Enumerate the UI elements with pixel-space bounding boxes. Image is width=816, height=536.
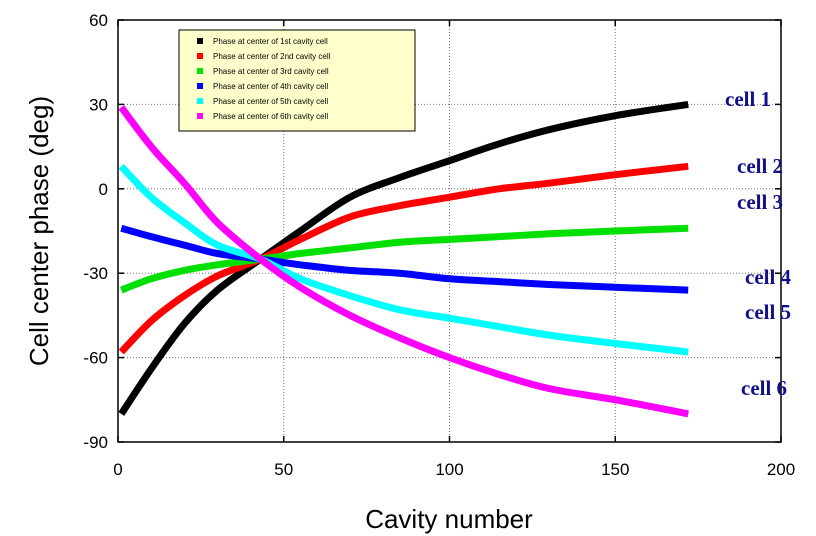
cell-label-6: cell 6 xyxy=(741,376,787,400)
cell-label-3: cell 3 xyxy=(737,190,783,214)
legend-entry-1: Phase at center of 1st cavity cell xyxy=(213,37,328,46)
legend: Phase at center of 1st cavity cell Phase … xyxy=(178,29,416,132)
legend-swatch-6 xyxy=(197,113,203,119)
x-tick-label: 50 xyxy=(274,460,293,479)
series-line-3 xyxy=(120,224,689,294)
series-line-5 xyxy=(118,163,689,356)
cell-label-1: cell 1 xyxy=(725,87,771,111)
y-tick-label: 30 xyxy=(89,95,108,114)
legend-entry-4: Phase at center of 4th cavity cell xyxy=(213,82,328,91)
x-tick-label: 150 xyxy=(601,460,629,479)
x-tick-label: 100 xyxy=(435,460,463,479)
tick-layer: 0 50 100 150 200 -90 -60 -30 0 30 60 xyxy=(83,11,795,479)
y-tick-label: -30 xyxy=(83,264,108,283)
cell-label-4: cell 4 xyxy=(745,265,792,289)
series-layer xyxy=(118,100,689,418)
legend-swatch-4 xyxy=(197,83,203,89)
x-tick-label: 0 xyxy=(113,460,122,479)
cell-label-5: cell 5 xyxy=(745,300,791,324)
y-axis-title: Cell center phase (deg) xyxy=(24,96,54,366)
legend-box xyxy=(178,29,416,132)
y-tick-label: 60 xyxy=(89,11,108,30)
legend-swatch-3 xyxy=(197,68,203,74)
legend-entry-2: Phase at center of 2nd cavity cell xyxy=(213,52,331,61)
legend-swatch-5 xyxy=(197,98,203,104)
series-line-1 xyxy=(118,100,689,416)
legend-entry-6: Phase at center of 6th cavity cell xyxy=(213,112,328,121)
legend-entry-5: Phase at center of 5th cavity cell xyxy=(213,97,328,106)
legend-swatch-1 xyxy=(197,38,203,44)
series-line-6 xyxy=(118,105,689,418)
cell-labels: cell 1 cell 2 cell 3 cell 4 cell 5 cell 6 xyxy=(725,87,792,400)
cell-label-2: cell 2 xyxy=(737,154,783,178)
series-line-2 xyxy=(118,162,689,355)
legend-swatch-2 xyxy=(197,53,203,59)
y-tick-label: 0 xyxy=(99,180,108,199)
legend-entry-3: Phase at center of 3rd cavity cell xyxy=(213,67,329,76)
series-line-4 xyxy=(120,224,689,294)
y-tick-label: -90 xyxy=(83,433,108,452)
x-axis-title: Cavity number xyxy=(365,504,533,534)
x-tick-label: 200 xyxy=(767,460,795,479)
y-tick-label: -60 xyxy=(83,349,108,368)
